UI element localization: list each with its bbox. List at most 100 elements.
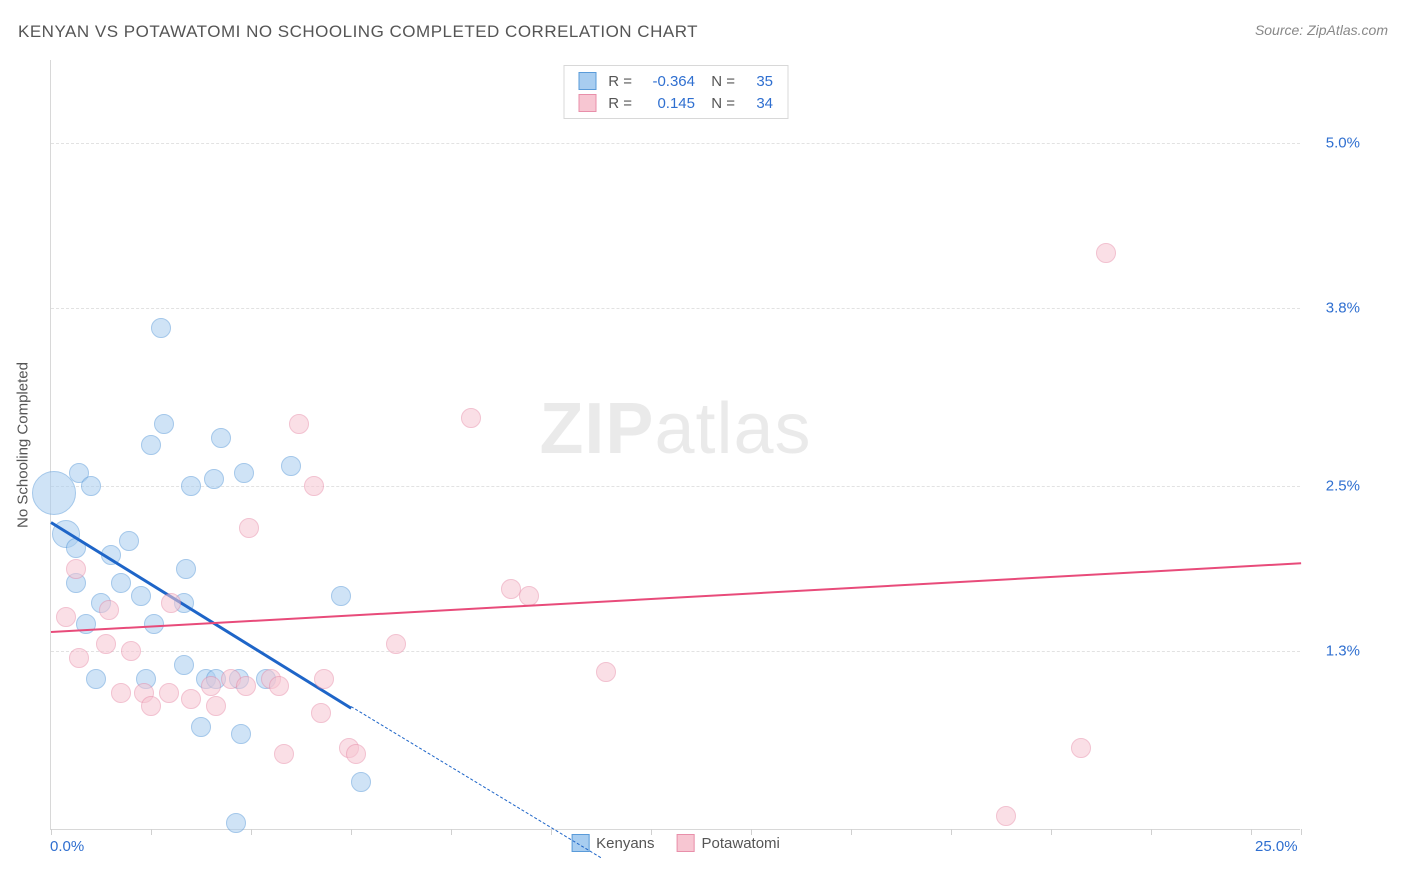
r-label: R = (604, 73, 632, 90)
data-point (151, 318, 171, 338)
data-point (121, 641, 141, 661)
x-tick (751, 829, 752, 835)
data-point (314, 669, 334, 689)
data-point (111, 573, 131, 593)
data-point (211, 428, 231, 448)
source-label: Source: ZipAtlas.com (1255, 22, 1388, 38)
data-point (351, 772, 371, 792)
data-point (596, 662, 616, 682)
data-point (231, 724, 251, 744)
gridline (51, 308, 1300, 309)
data-point (144, 614, 164, 634)
data-point (81, 476, 101, 496)
data-point (99, 600, 119, 620)
data-point (346, 744, 366, 764)
data-point (141, 696, 161, 716)
data-point (204, 469, 224, 489)
legend-correlation-row: R = -0.364 N = 35 (578, 70, 773, 92)
data-point (274, 744, 294, 764)
legend-correlation-row: R = 0.145 N = 34 (578, 92, 773, 114)
data-point (86, 669, 106, 689)
legend-series-label: Kenyans (596, 835, 654, 852)
gridline (51, 486, 1300, 487)
data-point (269, 676, 289, 696)
x-axis-end-label: 25.0% (1255, 838, 1298, 855)
watermark: ZIPatlas (539, 388, 811, 470)
data-point (234, 463, 254, 483)
trend-line (351, 706, 602, 858)
chart-title: KENYAN VS POTAWATOMI NO SCHOOLING COMPLE… (18, 22, 698, 42)
legend-series-item: Kenyans (571, 834, 654, 852)
gridline (51, 143, 1300, 144)
x-tick (651, 829, 652, 835)
legend-series: Kenyans Potawatomi (571, 834, 780, 852)
x-tick (351, 829, 352, 835)
data-point (176, 559, 196, 579)
legend-swatch (578, 72, 596, 90)
r-label: R = (604, 95, 632, 112)
data-point (66, 559, 86, 579)
n-label: N = (703, 73, 735, 90)
data-point (131, 586, 151, 606)
chart-area: ZIPatlas R =-0.364N =35R =0.145N =34 No … (50, 60, 1350, 835)
y-tick-label: 3.8% (1305, 299, 1360, 316)
data-point (461, 408, 481, 428)
n-label: N = (703, 95, 735, 112)
legend-series-label: Potawatomi (702, 835, 780, 852)
legend-swatch (578, 94, 596, 112)
data-point (119, 531, 139, 551)
data-point (56, 607, 76, 627)
y-tick-label: 2.5% (1305, 478, 1360, 495)
x-tick (1251, 829, 1252, 835)
data-point (96, 634, 116, 654)
x-tick (451, 829, 452, 835)
data-point (181, 689, 201, 709)
x-axis-start-label: 0.0% (50, 838, 84, 855)
data-point (174, 655, 194, 675)
x-tick (151, 829, 152, 835)
data-point (191, 717, 211, 737)
y-tick-label: 1.3% (1305, 643, 1360, 660)
r-value: -0.364 (640, 73, 695, 90)
data-point (996, 806, 1016, 826)
x-tick (1051, 829, 1052, 835)
y-tick-label: 5.0% (1305, 134, 1360, 151)
legend-swatch (677, 834, 695, 852)
gridline (51, 651, 1300, 652)
data-point (289, 414, 309, 434)
y-axis-title: No Schooling Completed (15, 362, 32, 528)
data-point (226, 813, 246, 833)
n-value: 35 (743, 73, 773, 90)
x-tick (51, 829, 52, 835)
x-tick (951, 829, 952, 835)
data-point (159, 683, 179, 703)
data-point (201, 676, 221, 696)
legend-correlation: R = -0.364 N = 35 R = 0.145 N = 34 (563, 65, 788, 119)
x-tick (551, 829, 552, 835)
n-value: 34 (743, 95, 773, 112)
data-point (1071, 738, 1091, 758)
data-point (311, 703, 331, 723)
x-tick (851, 829, 852, 835)
data-point (236, 676, 256, 696)
data-point (519, 586, 539, 606)
r-value: 0.145 (640, 95, 695, 112)
data-point (154, 414, 174, 434)
data-point (111, 683, 131, 703)
data-point (32, 471, 76, 515)
x-tick (1151, 829, 1152, 835)
x-tick (1301, 829, 1302, 835)
data-point (206, 696, 226, 716)
trend-line (51, 562, 1301, 633)
plot-region: ZIPatlas R =-0.364N =35R =0.145N =34 No … (50, 60, 1300, 830)
data-point (69, 648, 89, 668)
data-point (304, 476, 324, 496)
legend-series-item: Potawatomi (677, 834, 780, 852)
data-point (161, 593, 181, 613)
data-point (141, 435, 161, 455)
data-point (181, 476, 201, 496)
data-point (1096, 243, 1116, 263)
x-tick (251, 829, 252, 835)
data-point (331, 586, 351, 606)
data-point (239, 518, 259, 538)
